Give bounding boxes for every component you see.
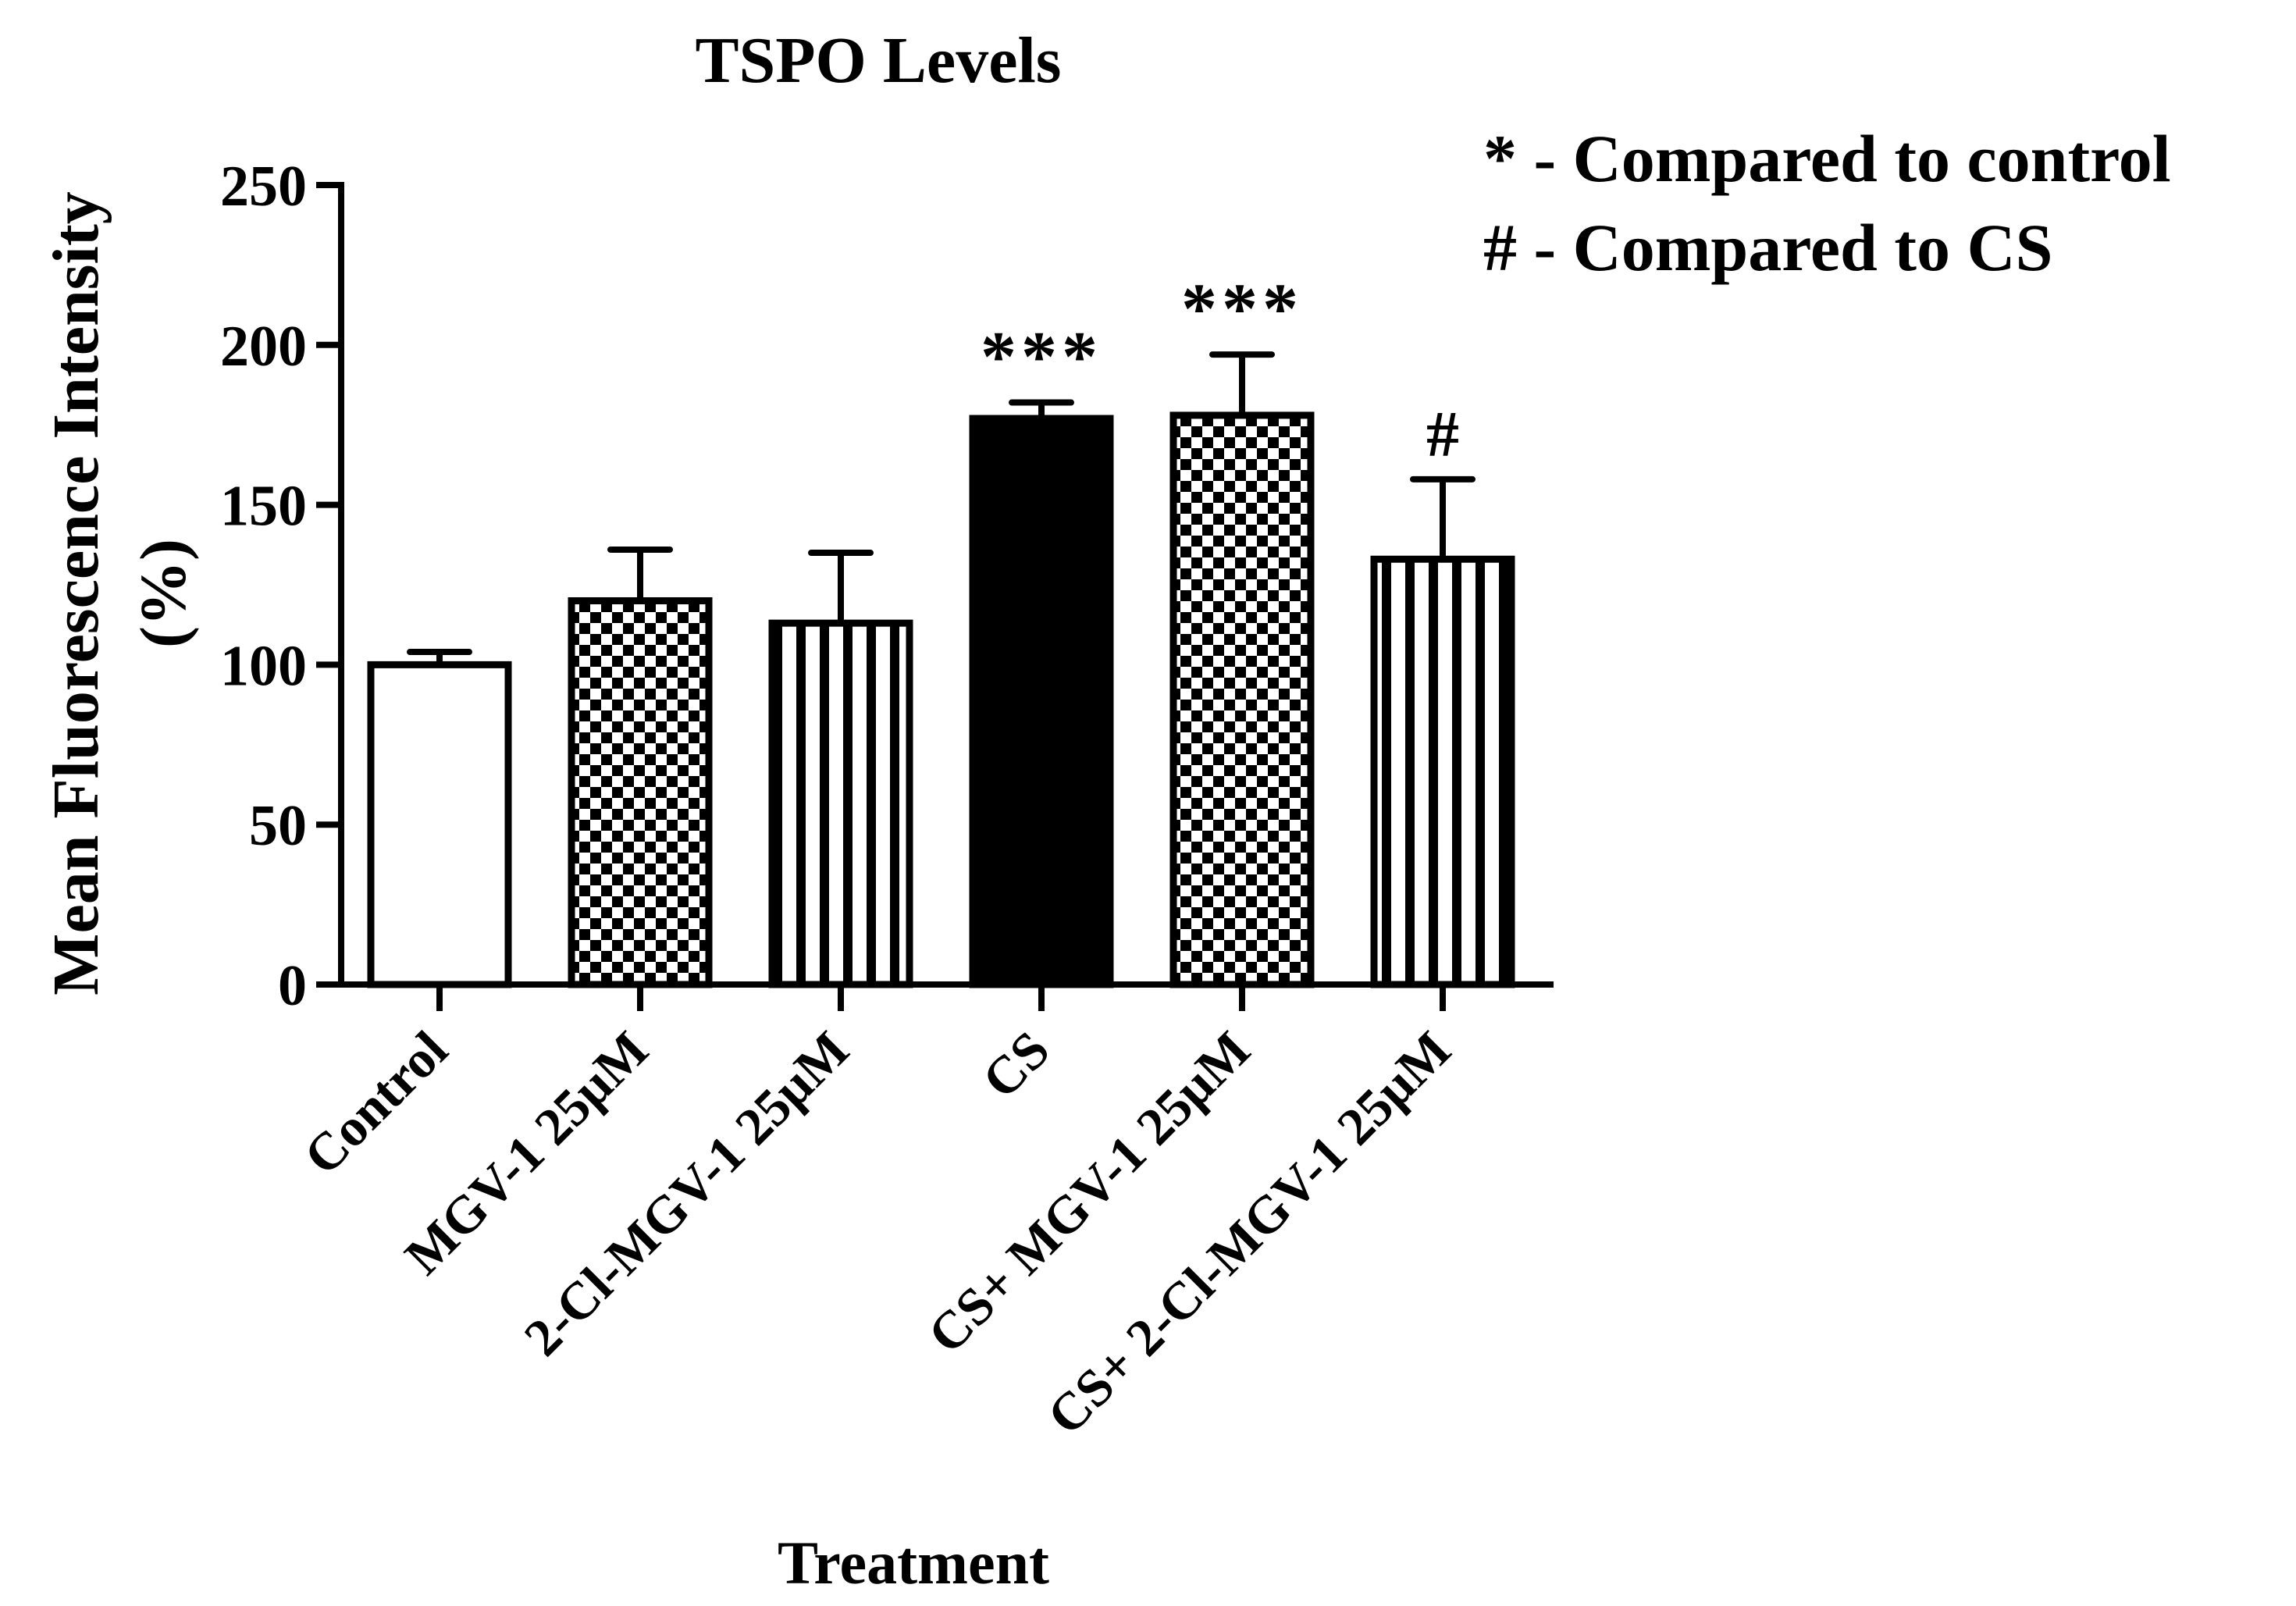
bar — [1370, 555, 1515, 988]
significance-marker: *** — [1181, 269, 1303, 348]
bar — [367, 661, 512, 988]
bar — [768, 619, 913, 988]
y-axis-label: Mean Fluorescence Intensity (%) — [40, 191, 200, 995]
significance-legend: * - Compared to control # - Compared to … — [1483, 121, 2171, 285]
significance-marker: # — [1426, 398, 1459, 471]
x-axis-label: Treatment — [778, 1529, 1049, 1597]
y-axis-label-line2: (%) — [127, 539, 200, 648]
y-tick-label: 200 — [220, 315, 307, 379]
y-tick-label: 150 — [220, 475, 307, 539]
y-tick-label: 0 — [278, 954, 307, 1018]
axes: 0 50 100 150 200 250 — [220, 155, 1554, 1018]
legend-entry-cs: # - Compared to CS — [1483, 210, 2052, 285]
x-tick-label: CS+ 2-Cl-MGV-1 25µM — [1036, 1020, 1462, 1446]
chart-title: TSPO Levels — [695, 24, 1061, 97]
y-tick-label: 250 — [220, 155, 307, 219]
x-tick-label: CS — [970, 1020, 1060, 1109]
bar — [568, 596, 713, 988]
y-tick-label: 100 — [220, 634, 307, 698]
legend-entry-control: * - Compared to control — [1483, 121, 2171, 196]
x-tick-label: Control — [292, 1020, 458, 1186]
bar — [969, 415, 1114, 988]
bar — [1169, 411, 1315, 988]
y-axis-label-line1: Mean Fluorescence Intensity — [40, 191, 112, 995]
significance-marker: *** — [981, 317, 1102, 397]
y-tick-label: 50 — [249, 794, 307, 858]
bars: *** *** # — [367, 269, 1515, 988]
